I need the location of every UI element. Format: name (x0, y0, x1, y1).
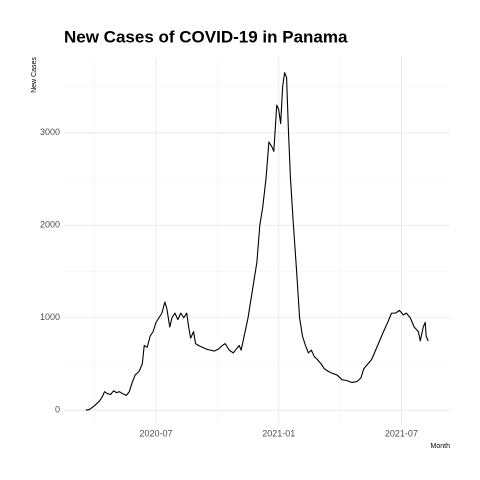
chart-title: New Cases of COVID-19 in Panama (64, 27, 348, 46)
y-tick-label: 0 (55, 405, 60, 415)
x-tick-label: 2020-07 (140, 428, 173, 438)
x-tick-label: 2021-07 (385, 428, 418, 438)
x-axis-label: Month (431, 443, 451, 450)
x-tick-label: 2021-01 (262, 428, 295, 438)
y-tick-label: 1000 (40, 312, 60, 322)
y-axis-label: New Cases (31, 57, 38, 93)
data-line (85, 72, 429, 411)
y-tick-label: 3000 (40, 127, 60, 137)
y-tick-label: 2000 (40, 220, 60, 230)
